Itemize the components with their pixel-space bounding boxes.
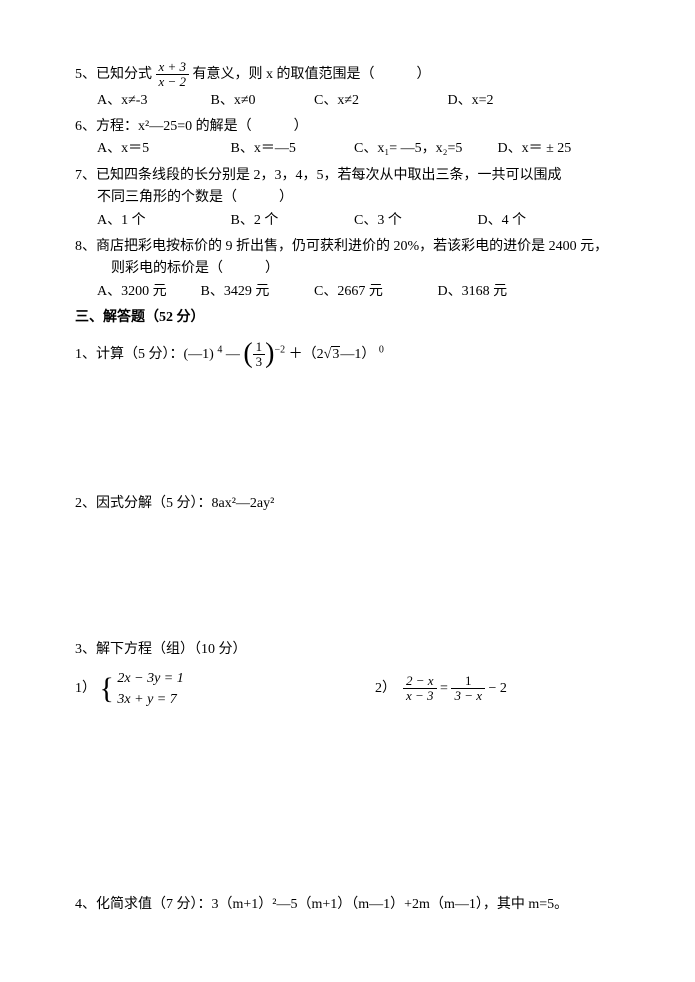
p1-frac: 1 3	[253, 340, 266, 370]
p3-eq-mid: =	[440, 681, 451, 696]
p3-system: 2x − 3y = 1 3x + y = 7	[117, 668, 183, 710]
q8-choices: A、3200 元 B、3429 元 C、2667 元 D、3168 元	[75, 281, 620, 303]
q6-choices: A、x＝5 B、x＝—5 C、x₁= —5，x₂=5 D、x＝ ± 25	[75, 138, 620, 160]
q5-choice-b: B、x≠0	[211, 90, 311, 112]
q7-choice-b: B、2 个	[231, 210, 351, 232]
p3-sys-eq1: 2x − 3y = 1	[117, 668, 183, 689]
workspace-gap-3	[75, 714, 620, 894]
p3-frac1: 2 − x x − 3	[403, 674, 437, 704]
question-7: 7、已知四条线段的长分别是 2，3，4，5，若每次从中取出三条，一共可以围成 不…	[75, 165, 620, 232]
p1-lparen: (	[243, 340, 252, 368]
q7-choice-a: A、1 个	[97, 210, 227, 232]
workspace-gap-2	[75, 519, 620, 639]
p3-f2-den: 3 − x	[451, 689, 485, 703]
p1-exp1: 4	[217, 344, 222, 355]
q5-choice-c: C、x≠2	[314, 90, 444, 112]
q5-before: 已知分式	[96, 67, 152, 82]
q7-line1: 7、已知四条线段的长分别是 2，3，4，5，若每次从中取出三条，一共可以围成	[75, 165, 620, 187]
q7-line2: 不同三角形的个数是（ ）	[75, 187, 620, 209]
q8-choice-c: C、2667 元	[314, 281, 434, 303]
p3-sub2-label: 2）	[375, 681, 400, 696]
p3-frac2: 1 3 − x	[451, 674, 485, 704]
q5-choice-d: D、x=2	[448, 90, 494, 112]
q6-choice-d: D、x＝ ± 25	[498, 138, 572, 160]
q7-choice-c: C、3 个	[354, 210, 474, 232]
p1-prefix: 1、计算（5 分）：(—1)	[75, 347, 217, 362]
q5-frac-num: x + 3	[156, 60, 190, 75]
section-3-title: 三、解答题（52 分）	[75, 307, 620, 329]
p3-sub2: 2） 2 − x x − 3 = 1 3 − x − 2	[375, 674, 620, 704]
p1-exp2: −2	[274, 344, 285, 355]
p1-mid1: —	[226, 347, 240, 362]
q8-line2: 则彩电的标价是（ ）	[75, 258, 620, 280]
q5-after: 有意义，则 x 的取值范围是（ ）	[193, 67, 431, 82]
p1-frac-den: 3	[253, 355, 266, 369]
question-8: 8、商店把彩电按标价的 9 折出售，仍可获利进价的 20%，若该彩电的进价是 2…	[75, 236, 620, 303]
p3-brace: {	[100, 674, 114, 704]
q6-choice-a: A、x＝5	[97, 138, 227, 160]
p1-mid3: —1）	[340, 347, 379, 362]
p3-f1-num: 2 − x	[403, 674, 437, 689]
p4-text: 4、化简求值（7 分）：3（m+1）²—5（m+1）（m—1）+2m（m—1），…	[75, 897, 568, 912]
p1-exp3: 0	[379, 344, 384, 355]
question-5: 5、已知分式 x + 3 x − 2 有意义，则 x 的取值范围是（ ） A、x…	[75, 60, 620, 112]
p3-f2-num: 1	[451, 674, 485, 689]
p2-text: 2、因式分解（5 分）：8ax²—2ay²	[75, 496, 274, 511]
q8-choice-b: B、3429 元	[201, 281, 311, 303]
question-6: 6、方程：x²—25=0 的解是（ ） A、x＝5 B、x＝—5 C、x₁= —…	[75, 116, 620, 161]
q5-stem: 5、已知分式 x + 3 x − 2 有意义，则 x 的取值范围是（ ）	[75, 60, 620, 90]
p3-sub1: 1） { 2x − 3y = 1 3x + y = 7	[75, 668, 375, 710]
p1-mid2: ＋（2	[289, 347, 324, 362]
q6-stem: 6、方程：x²—25=0 的解是（ ）	[75, 116, 620, 138]
q6-choice-c: C、x₁= —5，x₂=5	[354, 138, 494, 160]
p3-f1-den: x − 3	[403, 689, 437, 703]
p1-frac-num: 1	[253, 340, 266, 355]
workspace-gap-1	[75, 373, 620, 493]
q5-fraction: x + 3 x − 2	[156, 60, 190, 90]
problem-3: 3、解下方程（组）（10 分） 1） { 2x − 3y = 1 3x + y …	[75, 639, 620, 709]
p3-sub1-label: 1）	[75, 681, 96, 696]
problem-1: 1、计算（5 分）：(—1) 4 — ( 1 3 )−2 ＋（23—1） 0	[75, 340, 620, 370]
p3-title: 3、解下方程（组）（10 分）	[75, 639, 620, 661]
p1-sqrt-val: 3	[331, 346, 340, 362]
problem-4: 4、化简求值（7 分）：3（m+1）²—5（m+1）（m—1）+2m（m—1），…	[75, 894, 620, 916]
q6-choice-b: B、x＝—5	[231, 138, 351, 160]
q8-line1: 8、商店把彩电按标价的 9 折出售，仍可获利进价的 20%，若该彩电的进价是 2…	[75, 236, 620, 258]
q5-frac-den: x − 2	[156, 75, 190, 89]
p3-sys-eq2: 3x + y = 7	[117, 689, 183, 710]
p1-sqrt: 3	[324, 344, 341, 366]
q5-num: 5、	[75, 67, 96, 82]
q7-choices: A、1 个 B、2 个 C、3 个 D、4 个	[75, 210, 620, 232]
problem-2: 2、因式分解（5 分）：8ax²—2ay²	[75, 493, 620, 515]
q7-choice-d: D、4 个	[478, 210, 527, 232]
q5-choices: A、x≠-3 B、x≠0 C、x≠2 D、x=2	[75, 90, 620, 112]
q8-choice-a: A、3200 元	[97, 281, 197, 303]
q5-choice-a: A、x≠-3	[97, 90, 207, 112]
p3-tail: − 2	[489, 681, 507, 696]
q8-choice-d: D、3168 元	[438, 281, 508, 303]
